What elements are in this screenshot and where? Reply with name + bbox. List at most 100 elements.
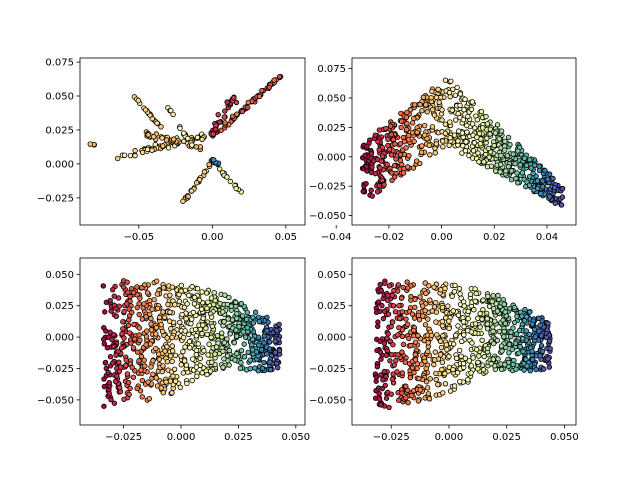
- scatter-point: [484, 321, 491, 327]
- scatter-point: [490, 356, 497, 363]
- scatter-point: [390, 342, 396, 348]
- scatter-point: [364, 164, 370, 170]
- scatter-point: [404, 279, 410, 285]
- scatter-point: [141, 282, 148, 288]
- scatter-point: [120, 319, 126, 325]
- scatter-point: [420, 94, 427, 101]
- scatter-point: [426, 283, 432, 289]
- scatter-point: [450, 341, 457, 347]
- scatter-point: [403, 395, 409, 401]
- scatter-point: [494, 308, 501, 314]
- scatter-point: [511, 319, 518, 326]
- scatter-point: [240, 313, 246, 319]
- scatter-point: [454, 84, 460, 91]
- scatter-point: [111, 302, 118, 308]
- scatter-point: [115, 295, 122, 301]
- scatter-point: [514, 170, 520, 176]
- scatter-point: [455, 312, 462, 318]
- scatter-point: [167, 292, 173, 298]
- scatter-point: [559, 194, 566, 200]
- scatter-point: [204, 371, 210, 378]
- scatter-point: [146, 395, 152, 402]
- scatter-point: [234, 111, 240, 117]
- scatter-point: [497, 169, 503, 175]
- scatter-point: [476, 353, 482, 359]
- scatter-point: [404, 164, 411, 170]
- scatter-point: [530, 170, 536, 177]
- scatter-point: [433, 94, 440, 101]
- scatter-point: [442, 285, 448, 292]
- x-tick-label: −0.05: [123, 232, 154, 243]
- scatter-point: [242, 334, 249, 340]
- scatter-point: [184, 380, 190, 387]
- scatter-point: [452, 92, 459, 98]
- scatter-point: [437, 338, 444, 344]
- scatter-point: [552, 200, 558, 206]
- scatter-point: [533, 366, 539, 373]
- scatter-point: [114, 373, 120, 379]
- scatter-point: [445, 303, 451, 309]
- scatter-point: [168, 107, 174, 114]
- scatter-point: [188, 320, 194, 327]
- scatter-point: [388, 152, 395, 158]
- scatter-point: [536, 167, 543, 174]
- scatter-point: [377, 165, 383, 171]
- scatter-point: [156, 356, 163, 362]
- scatter-point: [419, 303, 426, 309]
- scatter-point: [113, 352, 119, 358]
- scatter-point: [153, 375, 159, 381]
- scatter-point: [484, 121, 491, 127]
- scatter-point: [524, 363, 530, 369]
- scatter-point: [464, 129, 470, 135]
- scatter-point: [169, 358, 175, 365]
- scatter-point: [126, 317, 132, 323]
- scatter-point: [480, 125, 486, 131]
- scatter-point: [158, 385, 164, 391]
- scatter-point: [375, 323, 381, 329]
- scatter-point: [197, 355, 203, 362]
- scatter-point: [399, 161, 405, 168]
- scatter-point: [189, 283, 195, 290]
- scatter-point: [166, 318, 173, 324]
- scatter-point: [402, 359, 408, 365]
- scatter-point: [134, 385, 140, 392]
- scatter-point: [363, 180, 369, 187]
- scatter-point: [373, 309, 380, 316]
- scatter-point: [377, 349, 384, 355]
- scatter-point: [388, 123, 394, 129]
- scatter-point: [170, 111, 176, 118]
- scatter-point: [154, 120, 160, 126]
- scatter-point: [545, 320, 551, 327]
- scatter-point: [492, 168, 499, 174]
- y-tick-label: 0.075: [317, 64, 346, 75]
- scatter-point: [398, 118, 405, 124]
- scatter-point: [170, 373, 176, 379]
- scatter-point: [409, 392, 415, 399]
- scatter-point: [470, 355, 476, 361]
- scatter-point: [130, 374, 137, 380]
- scatter-point: [199, 330, 205, 337]
- scatter-point: [148, 364, 154, 370]
- scatter-point: [513, 175, 519, 182]
- y-tick-label: 0.000: [317, 152, 346, 163]
- scatter-point: [394, 369, 400, 375]
- scatter-point: [203, 290, 210, 296]
- scatter-point: [372, 170, 378, 177]
- scatter-point: [412, 339, 419, 345]
- scatter-point: [543, 334, 550, 341]
- scatter-point: [428, 94, 434, 101]
- scatter-point: [484, 135, 490, 141]
- scatter-point: [169, 284, 176, 290]
- axes-frame: [79, 257, 306, 426]
- scatter-point: [474, 117, 480, 123]
- scatter-point: [536, 315, 542, 322]
- scatter-point: [457, 291, 463, 297]
- scatter-point: [362, 152, 368, 159]
- scatter-point: [454, 369, 461, 376]
- scatter-point: [142, 107, 149, 113]
- scatter-point: [184, 301, 190, 307]
- x-tick-label: 0.000: [435, 432, 464, 443]
- scatter-point: [180, 198, 186, 204]
- scatter-point: [510, 151, 516, 157]
- scatter-point: [429, 88, 435, 95]
